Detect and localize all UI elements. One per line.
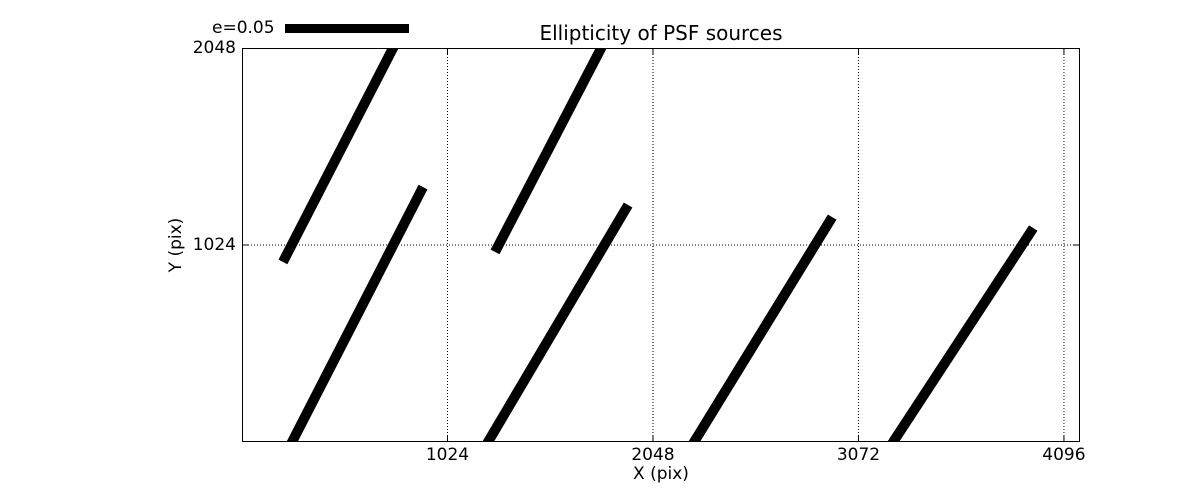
- legend-line-sample: [284, 23, 409, 33]
- ellipticity-whisker: [887, 225, 1038, 442]
- plot-svg: [242, 48, 1080, 442]
- ellipticity-whisker: [688, 214, 837, 442]
- ellipticity-whisker: [490, 48, 607, 255]
- plot-area: [242, 48, 1080, 442]
- chart-title: Ellipticity of PSF sources: [539, 21, 783, 45]
- axes-frame: [242, 48, 1080, 442]
- legend: e=0.05: [212, 17, 409, 39]
- ellipticity-whisker: [286, 184, 428, 442]
- x-axis-label: X (pix): [633, 464, 689, 484]
- ellipticity-whisker: [278, 48, 399, 265]
- y-tick-label: 1024: [192, 235, 236, 255]
- x-tick-label: 3072: [836, 445, 881, 465]
- ellipticity-whisker: [482, 202, 633, 442]
- x-tick-label: 1024: [425, 445, 470, 465]
- x-tick-label: 2048: [631, 445, 675, 465]
- y-tick-label: 2048: [192, 38, 236, 58]
- y-axis-label: Y (pix): [166, 217, 186, 273]
- legend-label: e=0.05: [212, 18, 275, 38]
- x-tick-label: 4096: [1042, 445, 1086, 465]
